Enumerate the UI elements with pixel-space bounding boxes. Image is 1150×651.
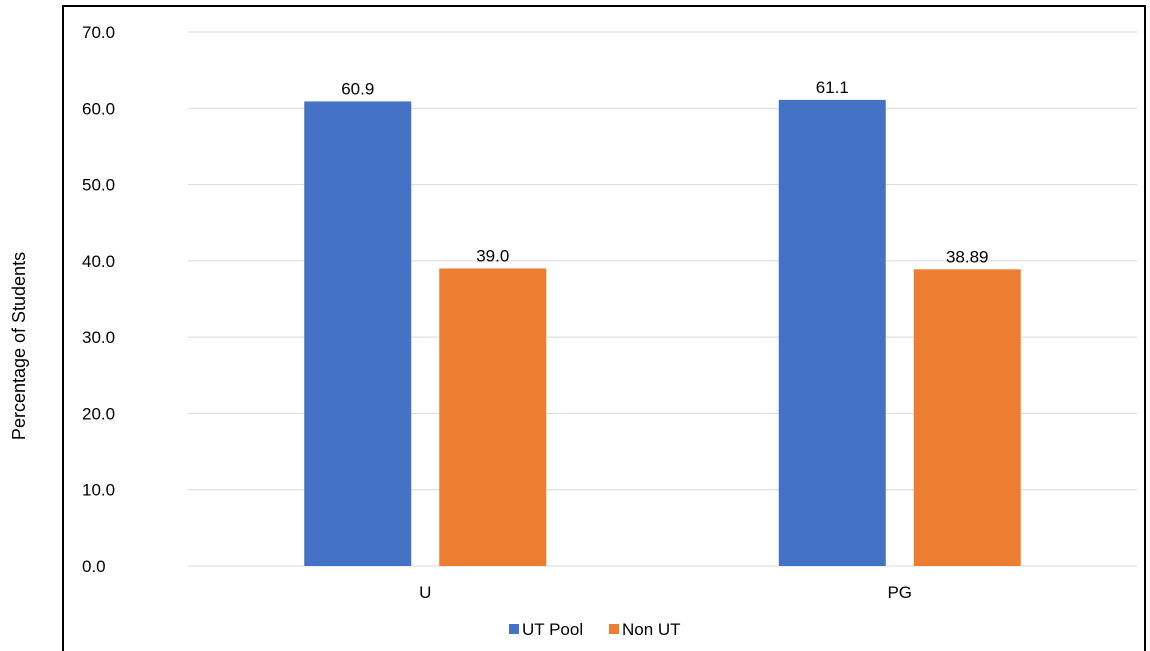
data-label: 39.0 [476,246,509,265]
data-label: 61.1 [816,78,849,97]
y-tick-label: 10.0 [82,481,115,500]
y-tick-label: 50.0 [82,176,115,195]
legend-label: Non UT [622,620,681,639]
y-tick-label: 20.0 [82,404,115,423]
y-tick-label: 70.0 [82,23,115,42]
y-tick-label: 30.0 [82,328,115,347]
data-label: 38.89 [946,247,989,266]
data-label: 60.9 [341,79,374,98]
bar-non-ut-pg [913,269,1021,566]
legend-swatch [609,624,619,634]
legend-swatch [509,624,519,634]
y-tick-label: 60.0 [82,99,115,118]
chart-frame [62,5,1146,651]
y-tick-label: 0.0 [82,557,106,576]
x-tick-label: U [419,583,431,602]
bar-ut-pool-u [304,101,412,567]
data-labels: 60.9 39.0 61.1 38.89 [341,78,988,266]
x-axis-ticks: U PG [419,583,912,602]
x-tick-label: PG [887,583,912,602]
bar-ut-pool-pg [778,99,886,566]
legend-label: UT Pool [522,620,583,639]
y-axis-ticks: 0.0 10.0 20.0 30.0 40.0 50.0 60.0 70.0 [82,23,115,576]
y-tick-label: 40.0 [82,252,115,271]
bar-non-ut-u [439,268,547,566]
y-axis-title: Percentage of Students [9,252,29,440]
y-axis-title-area: Percentage of Students [9,252,29,440]
bars [304,99,1021,567]
legend: UT Pool Non UT [509,620,681,639]
